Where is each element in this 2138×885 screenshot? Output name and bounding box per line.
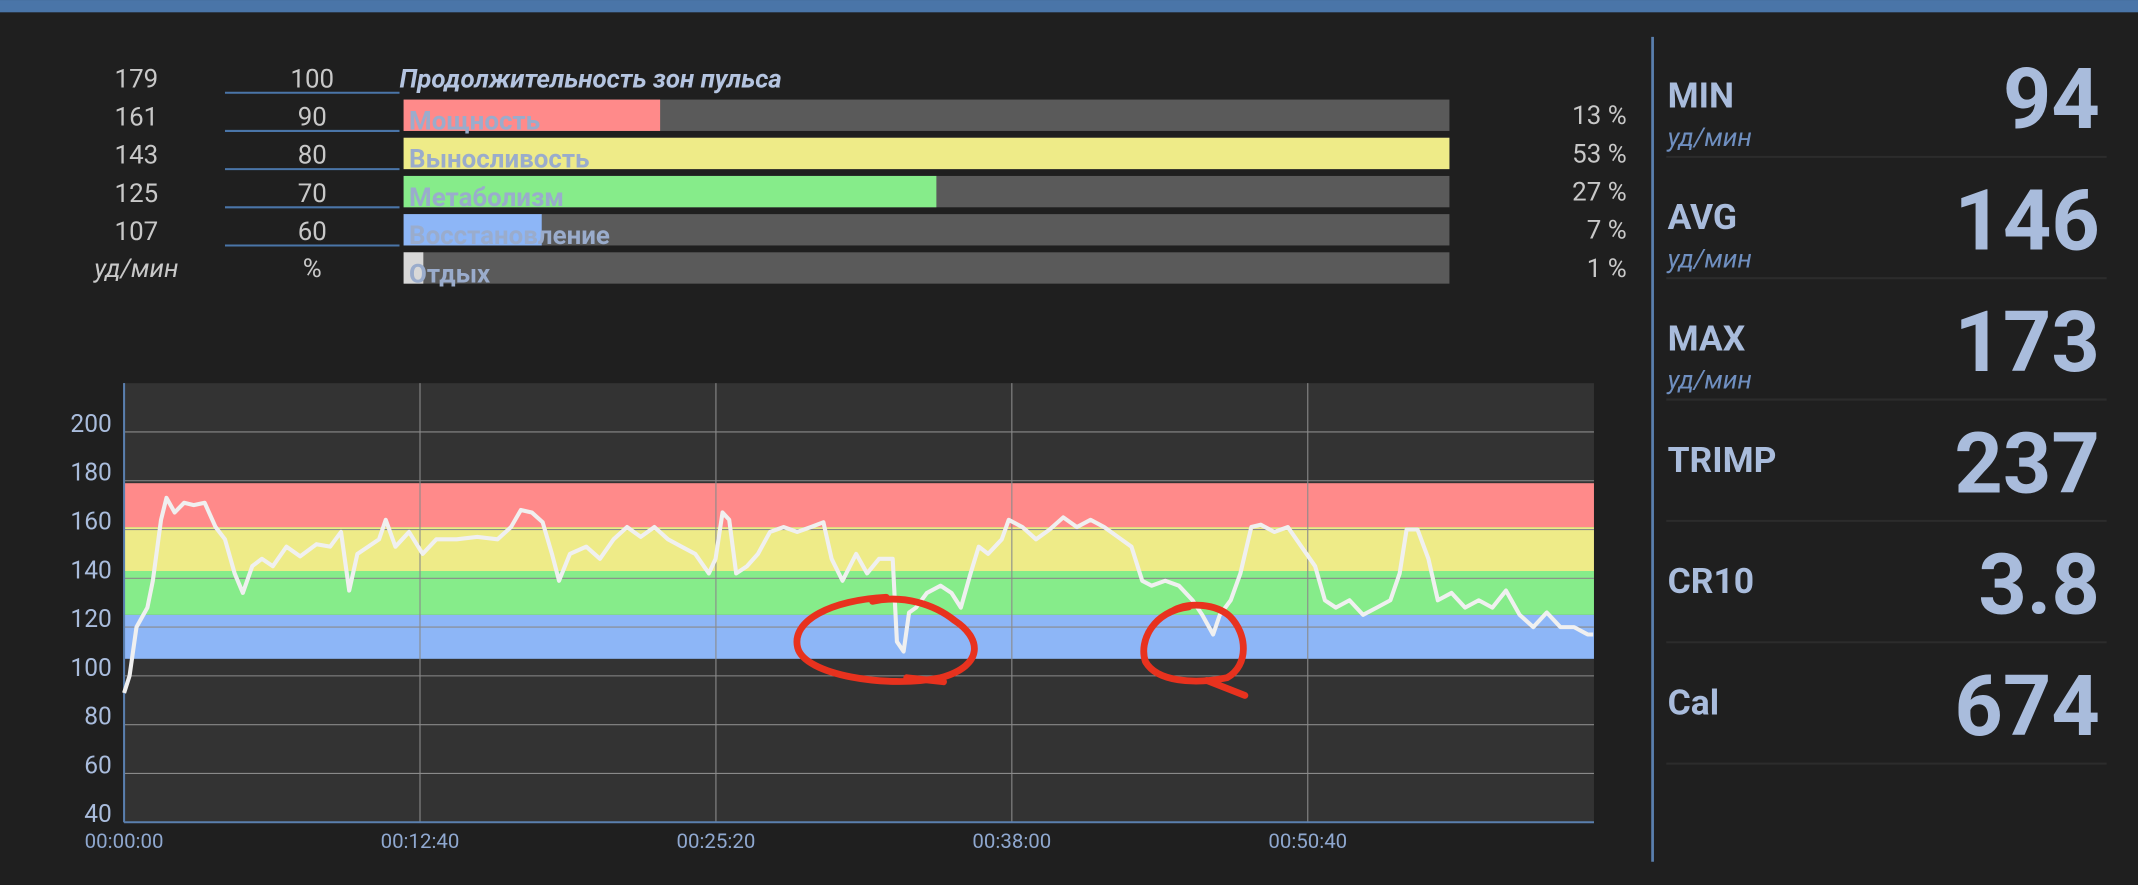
zone-bar [403,137,1450,170]
stat-value: 237 [1954,414,2099,513]
zone-name: Мощность [409,107,540,137]
zone-name: Метаболизм [409,183,564,213]
annotation-circle [793,593,978,686]
percent-value: 80 [298,141,327,171]
annotations [793,593,1249,699]
zone-bar [403,214,542,246]
zone-share: 13 % [1572,101,1627,131]
y-tick-label: 120 [70,604,111,633]
stat-value: 173 [1954,293,2099,392]
stat-value: 674 [1954,657,2099,756]
zone-name: Восстановление [409,221,610,251]
y-tick-label: 100 [70,653,111,682]
y-tick-label: 140 [70,555,111,584]
stat-label: AVG [1668,196,1738,238]
annotation-circle [1140,601,1249,699]
stat-unit: уд/мин [1666,366,1752,396]
zone-share: 7 % [1587,216,1627,246]
zones-title: Продолжительность зон пульса [400,64,782,94]
percent-value: 90 [298,102,327,132]
zone-name: Выносливость [409,145,589,175]
stat-label: MAX [1668,317,1746,359]
stat-unit: уд/мин [1666,244,1752,274]
stat-label: CR10 [1668,560,1755,602]
stat-label: MIN [1668,75,1734,117]
bpm-value: 161 [115,102,159,132]
chart: 40 60 80 100 120 140 160 180 200 00:00:00 00:12:40… [70,383,1594,853]
stat-label: TRIMP [1668,439,1777,481]
zone-bar-track [403,252,1450,284]
percent-value: 100 [290,64,334,94]
zone-share: 1 % [1587,254,1627,284]
zone-share: 53 % [1572,139,1627,169]
stat-value: 94 [2003,50,2100,149]
bpm-value: 179 [115,64,159,94]
stat-value: 3.8 [1978,536,2100,635]
zone-name: Отдых [409,259,490,289]
stat-value: 146 [1954,172,2099,271]
zone-bar [403,99,661,131]
x-tick-label: 00:00:00 [85,829,164,853]
zone-band [124,614,1594,659]
top-bar [0,0,2138,13]
x-tick-label: 00:25:20 [677,829,756,853]
zone-band [124,527,1594,572]
stat-unit: уд/мин [1666,123,1752,153]
heart-rate-line [122,495,1594,694]
y-tick-label: 60 [84,750,112,779]
x-tick-label: 00:50:40 [1268,829,1347,853]
bpm-value: 143 [115,141,159,171]
stat-label: Cal [1668,682,1720,724]
zone-bar [403,252,424,284]
bpm-value: 125 [115,179,159,209]
zone-share: 27 % [1572,177,1627,207]
percent-value: 70 [298,179,327,209]
zone-bar [403,175,937,208]
x-tick-label: 00:12:40 [381,829,460,853]
zone-band [124,483,1594,528]
percent-value: 60 [298,217,327,247]
y-tick-label: 80 [84,702,112,731]
y-tick-label: 200 [70,409,111,438]
y-tick-label: 180 [70,458,111,487]
percent-unit: % [303,254,322,284]
zones: 179 100 161 90 143 80 125 70 107 60 Мощность 13 % Вы… [115,64,1627,289]
zone-bar-track [403,214,1450,246]
bpm-value: 107 [115,217,159,247]
x-tick-label: 00:38:00 [972,829,1051,853]
stats: MIN уд/мин 94 AVG уд/мин 146 MAX уд/мин 173 TRIMP… [1666,50,2107,765]
y-tick-label: 40 [84,799,112,828]
bpm-unit: уд/мин [92,254,178,284]
y-tick-label: 160 [70,507,111,536]
